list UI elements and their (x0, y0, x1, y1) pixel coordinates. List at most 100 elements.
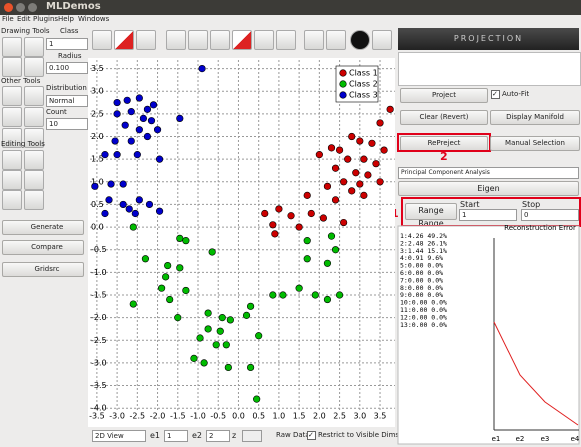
point (113, 110, 121, 118)
point (133, 151, 141, 159)
marker: 2 (440, 150, 448, 163)
menu-bar: File Edit Plugins Help Windows (0, 15, 581, 26)
toolbar-icon[interactable] (166, 30, 186, 50)
toolbar-icon[interactable] (254, 30, 274, 50)
gridsrc-button[interactable]: Gridsrc (2, 262, 84, 277)
point (174, 314, 182, 322)
point (107, 180, 115, 188)
point (246, 302, 255, 310)
class-spinbox[interactable]: 1 (46, 38, 88, 50)
toolbar-icon[interactable] (276, 30, 296, 50)
tool-icon[interactable] (2, 150, 22, 170)
tool-icon[interactable] (24, 37, 44, 57)
menu-item[interactable]: Windows (78, 15, 110, 23)
y-tick-label: -0.5 (91, 245, 107, 254)
plot: -3.5 -3.0 -2.5 -2.0 -1.5 -1.0 -0.5 0.0 0.5 1.0 1.5… (89, 60, 395, 421)
point (376, 178, 384, 186)
e1-spinbox[interactable]: 1 (164, 430, 188, 442)
compare-button[interactable]: Compare (2, 240, 84, 255)
point (145, 200, 154, 209)
point (111, 137, 119, 145)
point (204, 325, 212, 333)
eigen-row: 9:0.00 0.0% (400, 291, 443, 299)
max-button[interactable] (28, 3, 37, 12)
method-combo[interactable]: Principal Component Analysis (398, 167, 579, 179)
menu-item[interactable]: Edit (17, 15, 31, 23)
point (155, 155, 164, 163)
toolbar-icon[interactable] (210, 30, 230, 50)
point (335, 146, 344, 154)
tool-icon[interactable] (2, 107, 22, 127)
point (356, 137, 364, 145)
tool-icon[interactable] (24, 150, 44, 170)
point (311, 291, 319, 299)
toolbar-icon[interactable] (136, 30, 156, 50)
label: Count (46, 108, 67, 116)
manifold-button[interactable]: Display Manifold (490, 110, 580, 125)
point (218, 314, 226, 322)
eigen-panel (397, 225, 580, 445)
point (315, 151, 323, 159)
tool-icon[interactable] (2, 37, 22, 57)
eigen-row: 7:0.00 0.0% (400, 276, 443, 284)
eigen-row: 1:4.26 49.2% (400, 232, 447, 240)
tool-icon[interactable] (2, 86, 22, 106)
tool-icon[interactable] (2, 57, 22, 77)
tool-icon[interactable] (24, 128, 44, 148)
toolbar-icon[interactable] (350, 30, 370, 50)
toolbar-icon[interactable] (372, 30, 392, 50)
point (327, 232, 336, 240)
checkbox[interactable]: ✓ (307, 431, 316, 440)
project-button[interactable]: Project (400, 88, 488, 103)
point (331, 164, 340, 172)
point (123, 96, 131, 104)
toolbar-icon[interactable] (326, 30, 346, 50)
count-spinbox[interactable]: 10 (46, 118, 88, 130)
point (121, 121, 129, 129)
point (162, 273, 170, 281)
range-button[interactable]: Range Range (405, 203, 457, 228)
stop-spinbox[interactable]: 0 (521, 209, 579, 221)
e2-spinbox[interactable]: 2 (206, 430, 230, 442)
tool-icon[interactable] (2, 170, 22, 190)
point (182, 237, 190, 245)
tool-icon[interactable] (2, 190, 22, 210)
distribution-combo[interactable]: Normal (46, 95, 88, 107)
toolbar-icon[interactable] (304, 30, 324, 50)
point (344, 155, 352, 163)
tool-icon[interactable] (24, 190, 44, 210)
close-button[interactable] (4, 3, 13, 12)
menu-item[interactable]: Help (58, 15, 74, 23)
view-combo[interactable]: 2D View (92, 430, 146, 442)
start-spinbox[interactable]: 1 (459, 209, 517, 221)
generate-button[interactable]: Generate (2, 220, 84, 235)
eigen-row: 6:0.00 0.0% (400, 269, 443, 277)
checkbox[interactable]: ✓ (491, 90, 500, 99)
tool-icon[interactable] (24, 107, 44, 127)
recon-label: Reconstruction Error (504, 224, 576, 232)
menu-item[interactable]: File (2, 15, 14, 23)
x-tick-label: -1.0 (190, 412, 206, 421)
x-tick-label: -1.5 (170, 412, 186, 421)
toolbar-icon[interactable] (114, 30, 134, 50)
y-tick-label: 1.5 (91, 155, 104, 164)
y-tick-label: -4.0 (91, 404, 107, 413)
point (372, 160, 380, 168)
point (319, 214, 328, 222)
z-spinbox[interactable] (242, 430, 262, 442)
menu-item[interactable]: Plugins (33, 15, 59, 23)
tool-icon[interactable] (24, 57, 44, 77)
tool-icon[interactable] (24, 86, 44, 106)
clear-button[interactable]: Clear (Revert) (400, 110, 488, 125)
radius-spinbox[interactable]: 0.100 (46, 62, 88, 74)
toolbar-icon[interactable] (92, 30, 112, 50)
toolbar-icon[interactable] (232, 30, 252, 50)
tool-icon[interactable] (24, 170, 44, 190)
min-button[interactable] (16, 3, 25, 12)
label: Radius (58, 52, 82, 60)
manual-button[interactable]: Manual Selection (490, 136, 580, 151)
toolbar-icon[interactable] (188, 30, 208, 50)
tool-icon[interactable] (2, 128, 22, 148)
